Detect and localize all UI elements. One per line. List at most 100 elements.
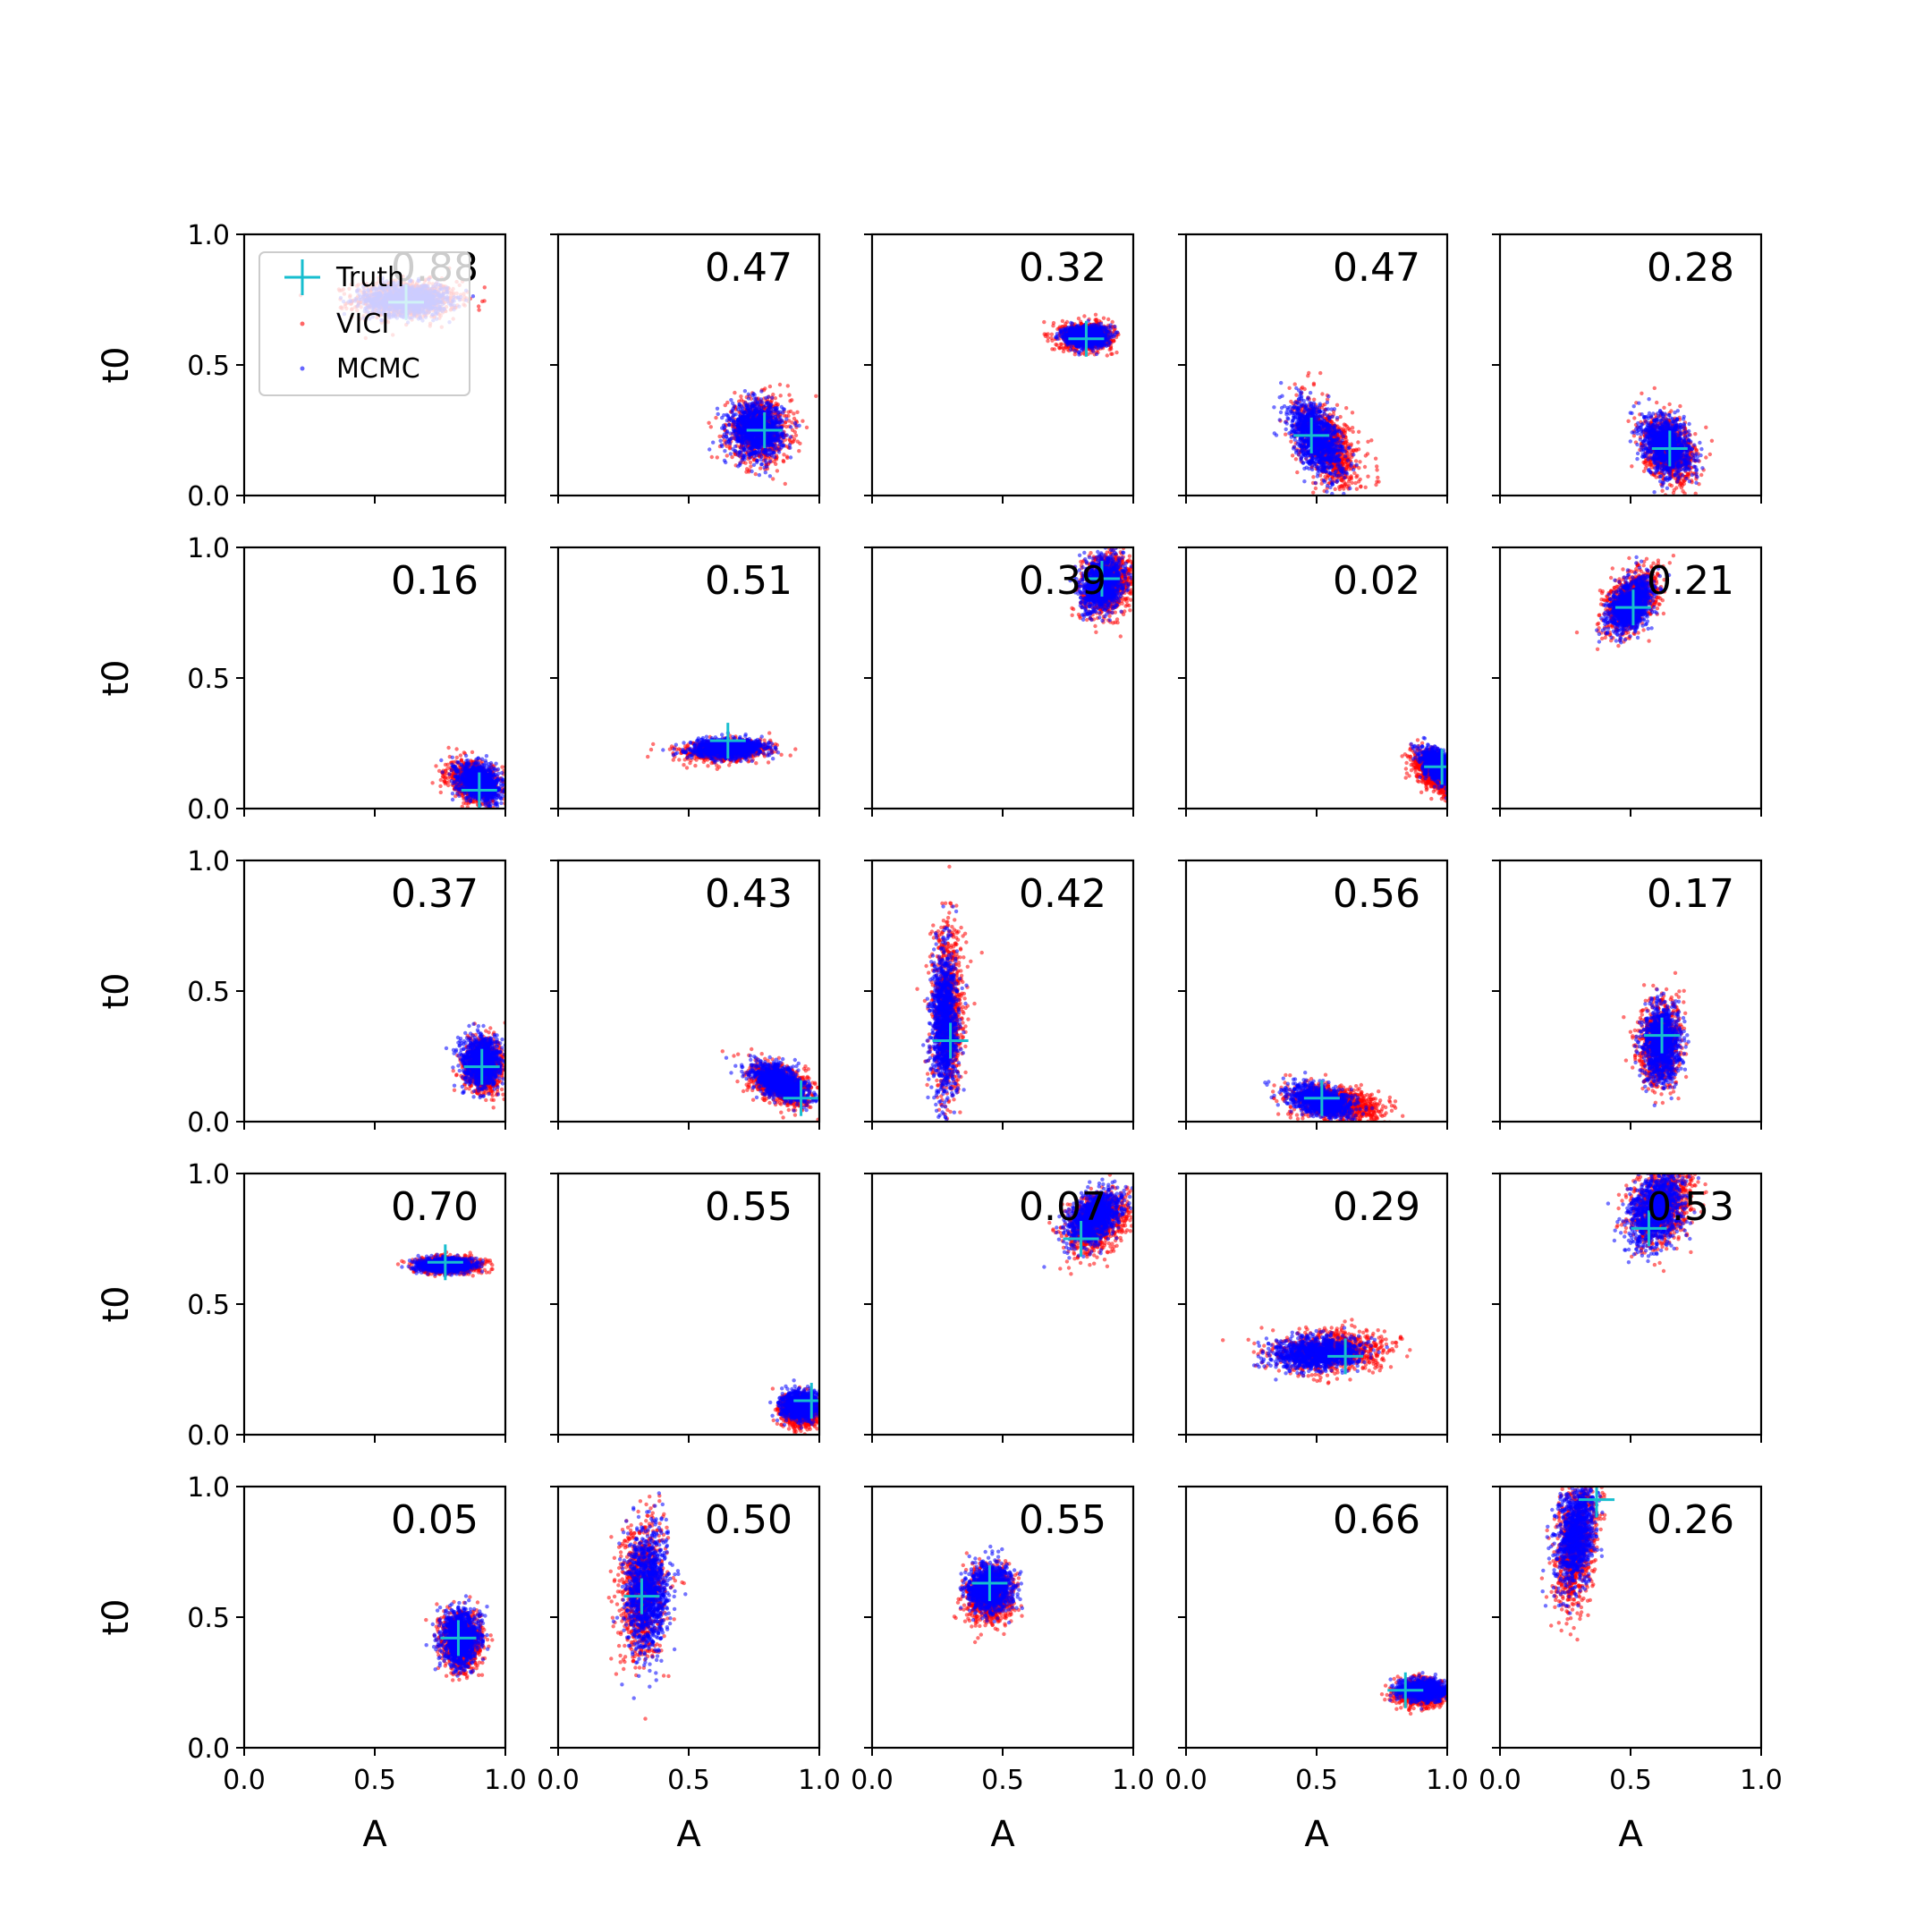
mcmc-samples-point bbox=[720, 444, 724, 449]
mcmc-samples-point bbox=[788, 455, 793, 460]
vici-samples-point bbox=[724, 453, 729, 458]
vici-samples-point bbox=[1110, 319, 1114, 325]
subplot-r1-c3: 0.32 bbox=[864, 233, 1135, 504]
mcmc-samples-point bbox=[767, 436, 772, 441]
vici-samples-point bbox=[797, 449, 801, 453]
mcmc-samples-point bbox=[741, 454, 746, 459]
y-tick-label: 0.0 bbox=[187, 481, 230, 513]
mcmc-samples-point bbox=[744, 433, 749, 438]
mcmc-samples-point bbox=[754, 444, 758, 448]
mcmc-samples-point bbox=[751, 419, 757, 423]
mcmc-samples-point bbox=[728, 431, 733, 436]
vici-samples-point bbox=[804, 425, 809, 430]
vici-samples-point bbox=[482, 285, 487, 290]
mcmc-samples-point bbox=[797, 423, 801, 428]
vici-samples-point bbox=[1064, 319, 1070, 325]
mcmc-samples-point bbox=[767, 474, 773, 479]
mcmc-samples-point bbox=[749, 421, 753, 426]
mcmc-samples-point bbox=[778, 440, 783, 445]
vici-samples-point bbox=[480, 299, 485, 304]
mcmc-samples-point bbox=[740, 419, 744, 423]
vici-samples-point bbox=[1049, 335, 1054, 341]
mcmc-samples-point bbox=[741, 448, 746, 453]
mcmc-samples-point bbox=[788, 445, 792, 450]
mcmc-samples-point bbox=[758, 452, 762, 456]
mcmc-samples-point bbox=[782, 435, 786, 440]
vici-samples-point bbox=[708, 425, 713, 429]
mcmc-samples-point bbox=[766, 433, 770, 437]
vici-samples-point bbox=[758, 466, 763, 470]
vici-samples-point bbox=[1093, 312, 1098, 317]
mcmc-samples-point bbox=[774, 420, 779, 425]
vici-samples-point bbox=[1106, 317, 1111, 322]
vici-samples-point bbox=[777, 382, 783, 387]
vici-samples-point bbox=[771, 477, 775, 481]
vici-samples-point bbox=[723, 402, 727, 408]
vici-samples-point bbox=[814, 394, 818, 398]
vici-samples-point bbox=[1105, 353, 1110, 358]
mcmc-samples-point bbox=[757, 417, 761, 421]
mcmc-samples-point bbox=[780, 418, 784, 423]
vici-samples-point bbox=[801, 419, 805, 423]
subplot-r1-c2: 0.47 bbox=[550, 233, 821, 504]
mcmc-samples-point bbox=[739, 431, 743, 436]
mcmc-samples-point bbox=[724, 434, 729, 439]
vici-samples-point bbox=[787, 393, 792, 397]
vici-samples-point bbox=[790, 440, 795, 445]
mcmc-samples-point bbox=[723, 449, 727, 453]
mcmc-samples-point bbox=[755, 453, 759, 458]
mcmc-samples-point bbox=[738, 428, 742, 432]
vici-samples-point bbox=[1094, 318, 1098, 323]
vici-samples-point bbox=[1114, 350, 1119, 355]
legend-label: MCMC bbox=[336, 353, 420, 385]
scatter-points bbox=[707, 382, 818, 487]
vici-samples-point bbox=[753, 471, 758, 477]
mcmc-samples-point bbox=[757, 445, 761, 451]
mcmc-samples-point bbox=[731, 406, 735, 411]
vici-samples-point bbox=[771, 392, 775, 397]
mcmc-samples-point bbox=[742, 389, 748, 394]
mcmc-samples-point bbox=[766, 408, 770, 412]
mcmc-samples-point bbox=[711, 440, 716, 445]
mcmc-samples-point bbox=[759, 462, 764, 467]
mcmc-samples-point bbox=[732, 423, 736, 428]
vici-samples-point bbox=[786, 410, 791, 414]
vici-samples-point bbox=[727, 446, 732, 451]
mcmc-samples-point bbox=[776, 447, 782, 452]
mcmc-samples-point bbox=[745, 441, 750, 445]
vici-samples-point bbox=[782, 413, 786, 418]
vici-samples-point bbox=[715, 455, 719, 460]
vici-samples-point bbox=[790, 398, 794, 402]
mcmc-samples-point bbox=[725, 413, 731, 418]
vici-samples-point bbox=[783, 481, 787, 487]
mcmc-samples-point bbox=[754, 406, 758, 411]
mcmc-samples bbox=[708, 389, 801, 479]
mcmc-samples-point bbox=[758, 411, 762, 416]
mcmc-samples-point bbox=[760, 448, 765, 453]
mcmc-samples-point bbox=[754, 396, 758, 401]
vici-samples-point bbox=[1101, 316, 1106, 320]
mcmc-samples-point bbox=[752, 393, 757, 397]
vici-samples-point bbox=[722, 438, 726, 443]
vici-samples-point bbox=[1042, 332, 1046, 336]
vici-samples-point bbox=[775, 469, 780, 473]
mcmc-samples-point bbox=[772, 431, 777, 436]
vici-samples-point bbox=[725, 400, 730, 405]
vici-samples-point bbox=[784, 424, 789, 429]
mcmc-samples-point bbox=[767, 443, 772, 447]
mcmc-samples-point bbox=[743, 427, 748, 432]
mcmc-samples-point bbox=[736, 464, 741, 469]
mcmc-samples-point bbox=[759, 389, 764, 394]
mcmc-samples-point bbox=[724, 460, 728, 465]
vici-samples-point bbox=[714, 415, 718, 420]
panels-layer: 0.00.51.0t00.88TruthVICIMCMC0.470.320.47… bbox=[96, 220, 1783, 1855]
legend-label: Truth bbox=[335, 262, 404, 293]
mcmc-samples-point bbox=[740, 439, 744, 444]
mcmc-samples-point bbox=[745, 406, 750, 411]
vici-samples-point bbox=[730, 454, 734, 460]
vici-samples-point bbox=[795, 410, 800, 414]
mcmc-samples-point bbox=[741, 445, 746, 451]
mcmc-samples-point bbox=[772, 450, 776, 454]
